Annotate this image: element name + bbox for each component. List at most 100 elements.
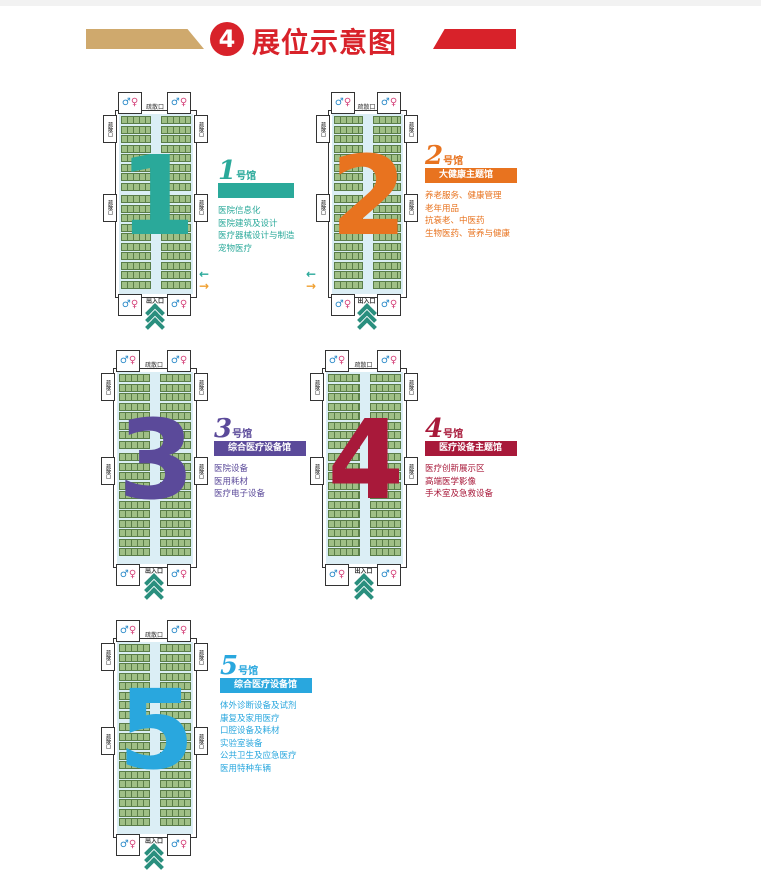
booth-row[interactable] xyxy=(372,163,401,172)
side-exit[interactable]: 疏散口 xyxy=(316,193,330,222)
booth-row[interactable] xyxy=(160,808,191,817)
booth-row[interactable] xyxy=(372,195,401,203)
side-exit[interactable]: 疏散口 xyxy=(194,643,208,671)
booth-row[interactable] xyxy=(372,233,401,241)
booth-row[interactable] xyxy=(161,252,191,260)
booth-row[interactable] xyxy=(119,701,150,709)
booth-row[interactable] xyxy=(328,481,360,490)
booth-row[interactable] xyxy=(328,472,360,480)
booth-row[interactable] xyxy=(160,472,191,480)
booth-row[interactable] xyxy=(160,742,191,750)
booth-row[interactable] xyxy=(334,144,363,153)
side-exit[interactable]: 疏散口 xyxy=(404,457,418,486)
booth-row[interactable] xyxy=(161,214,191,222)
booth-row[interactable] xyxy=(161,280,191,289)
booth-row[interactable] xyxy=(328,548,360,556)
booth-row[interactable] xyxy=(369,472,401,480)
booth-row[interactable] xyxy=(160,644,191,652)
booth-row[interactable] xyxy=(119,789,150,798)
booth-row[interactable] xyxy=(369,453,401,461)
booth-row[interactable] xyxy=(160,723,191,731)
booth-row[interactable] xyxy=(161,173,191,181)
booth-row[interactable] xyxy=(161,125,191,134)
booth-row[interactable] xyxy=(369,481,401,490)
booth-row[interactable] xyxy=(160,402,191,411)
booth-row[interactable] xyxy=(119,751,150,760)
booth-row[interactable] xyxy=(161,233,191,241)
booth-row[interactable] xyxy=(161,182,191,191)
booth-row[interactable] xyxy=(372,223,401,232)
booth-row[interactable] xyxy=(160,663,191,671)
booth-row[interactable] xyxy=(119,431,150,439)
booth-row[interactable] xyxy=(160,510,191,518)
booth-row[interactable] xyxy=(372,242,401,251)
booth-row[interactable] xyxy=(121,135,151,143)
booth-row[interactable] xyxy=(372,135,401,143)
booth-row[interactable] xyxy=(160,710,191,719)
booth-row[interactable] xyxy=(121,182,151,191)
booth-row[interactable] xyxy=(328,462,360,471)
booth-row[interactable] xyxy=(328,529,360,537)
booth-row[interactable] xyxy=(334,204,363,213)
booth-row[interactable] xyxy=(328,519,360,528)
booth-row[interactable] xyxy=(119,519,150,528)
booth-row[interactable] xyxy=(328,440,360,449)
booth-row[interactable] xyxy=(328,412,360,420)
booth-row[interactable] xyxy=(160,462,191,471)
booth-row[interactable] xyxy=(121,154,151,162)
booth-row[interactable] xyxy=(369,383,401,392)
side-exit[interactable]: 疏散口 xyxy=(101,457,115,486)
booth-row[interactable] xyxy=(328,538,360,547)
booth-row[interactable] xyxy=(119,742,150,750)
booth-row[interactable] xyxy=(160,453,191,461)
side-exit[interactable]: 疏散口 xyxy=(194,727,208,756)
booth-row[interactable] xyxy=(160,770,191,779)
booth-row[interactable] xyxy=(121,261,151,270)
booth-row[interactable] xyxy=(334,182,363,191)
booth-row[interactable] xyxy=(334,125,363,134)
booth-row[interactable] xyxy=(334,252,363,260)
booth-row[interactable] xyxy=(160,701,191,709)
booth-row[interactable] xyxy=(328,421,360,430)
booth-row[interactable] xyxy=(334,135,363,143)
side-exit[interactable]: 疏散口 xyxy=(404,193,418,222)
booth-row[interactable] xyxy=(328,500,360,509)
side-exit[interactable]: 疏散口 xyxy=(194,457,208,486)
booth-row[interactable] xyxy=(119,663,150,671)
booth-row[interactable] xyxy=(160,431,191,439)
booth-row[interactable] xyxy=(328,393,360,401)
booth-row[interactable] xyxy=(160,481,191,490)
booth-row[interactable] xyxy=(372,144,401,153)
side-exit[interactable]: 疏散口 xyxy=(101,727,115,756)
side-exit[interactable]: 疏散口 xyxy=(194,373,208,401)
booth-row[interactable] xyxy=(160,412,191,420)
booth-row[interactable] xyxy=(160,421,191,430)
side-exit[interactable]: 疏散口 xyxy=(103,115,117,143)
side-exit[interactable]: 疏散口 xyxy=(310,373,324,401)
booth-row[interactable] xyxy=(121,116,151,124)
booth-row[interactable] xyxy=(121,252,151,260)
booth-row[interactable] xyxy=(160,440,191,449)
booth-row[interactable] xyxy=(119,462,150,471)
booth-row[interactable] xyxy=(161,242,191,251)
booth-row[interactable] xyxy=(121,144,151,153)
booth-row[interactable] xyxy=(119,644,150,652)
booth-row[interactable] xyxy=(334,214,363,222)
booth-row[interactable] xyxy=(119,780,150,788)
booth-row[interactable] xyxy=(119,538,150,547)
booth-row[interactable] xyxy=(372,154,401,162)
booth-row[interactable] xyxy=(160,780,191,788)
booth-row[interactable] xyxy=(119,682,150,690)
booth-row[interactable] xyxy=(160,538,191,547)
booth-row[interactable] xyxy=(160,383,191,392)
booth-row[interactable] xyxy=(372,182,401,191)
booth-row[interactable] xyxy=(119,799,150,807)
booth-row[interactable] xyxy=(160,548,191,556)
booth-row[interactable] xyxy=(369,491,401,499)
booth-row[interactable] xyxy=(369,500,401,509)
side-exit[interactable]: 疏散口 xyxy=(194,193,208,222)
booth-row[interactable] xyxy=(161,144,191,153)
booth-row[interactable] xyxy=(160,393,191,401)
booth-row[interactable] xyxy=(119,402,150,411)
booth-row[interactable] xyxy=(121,233,151,241)
